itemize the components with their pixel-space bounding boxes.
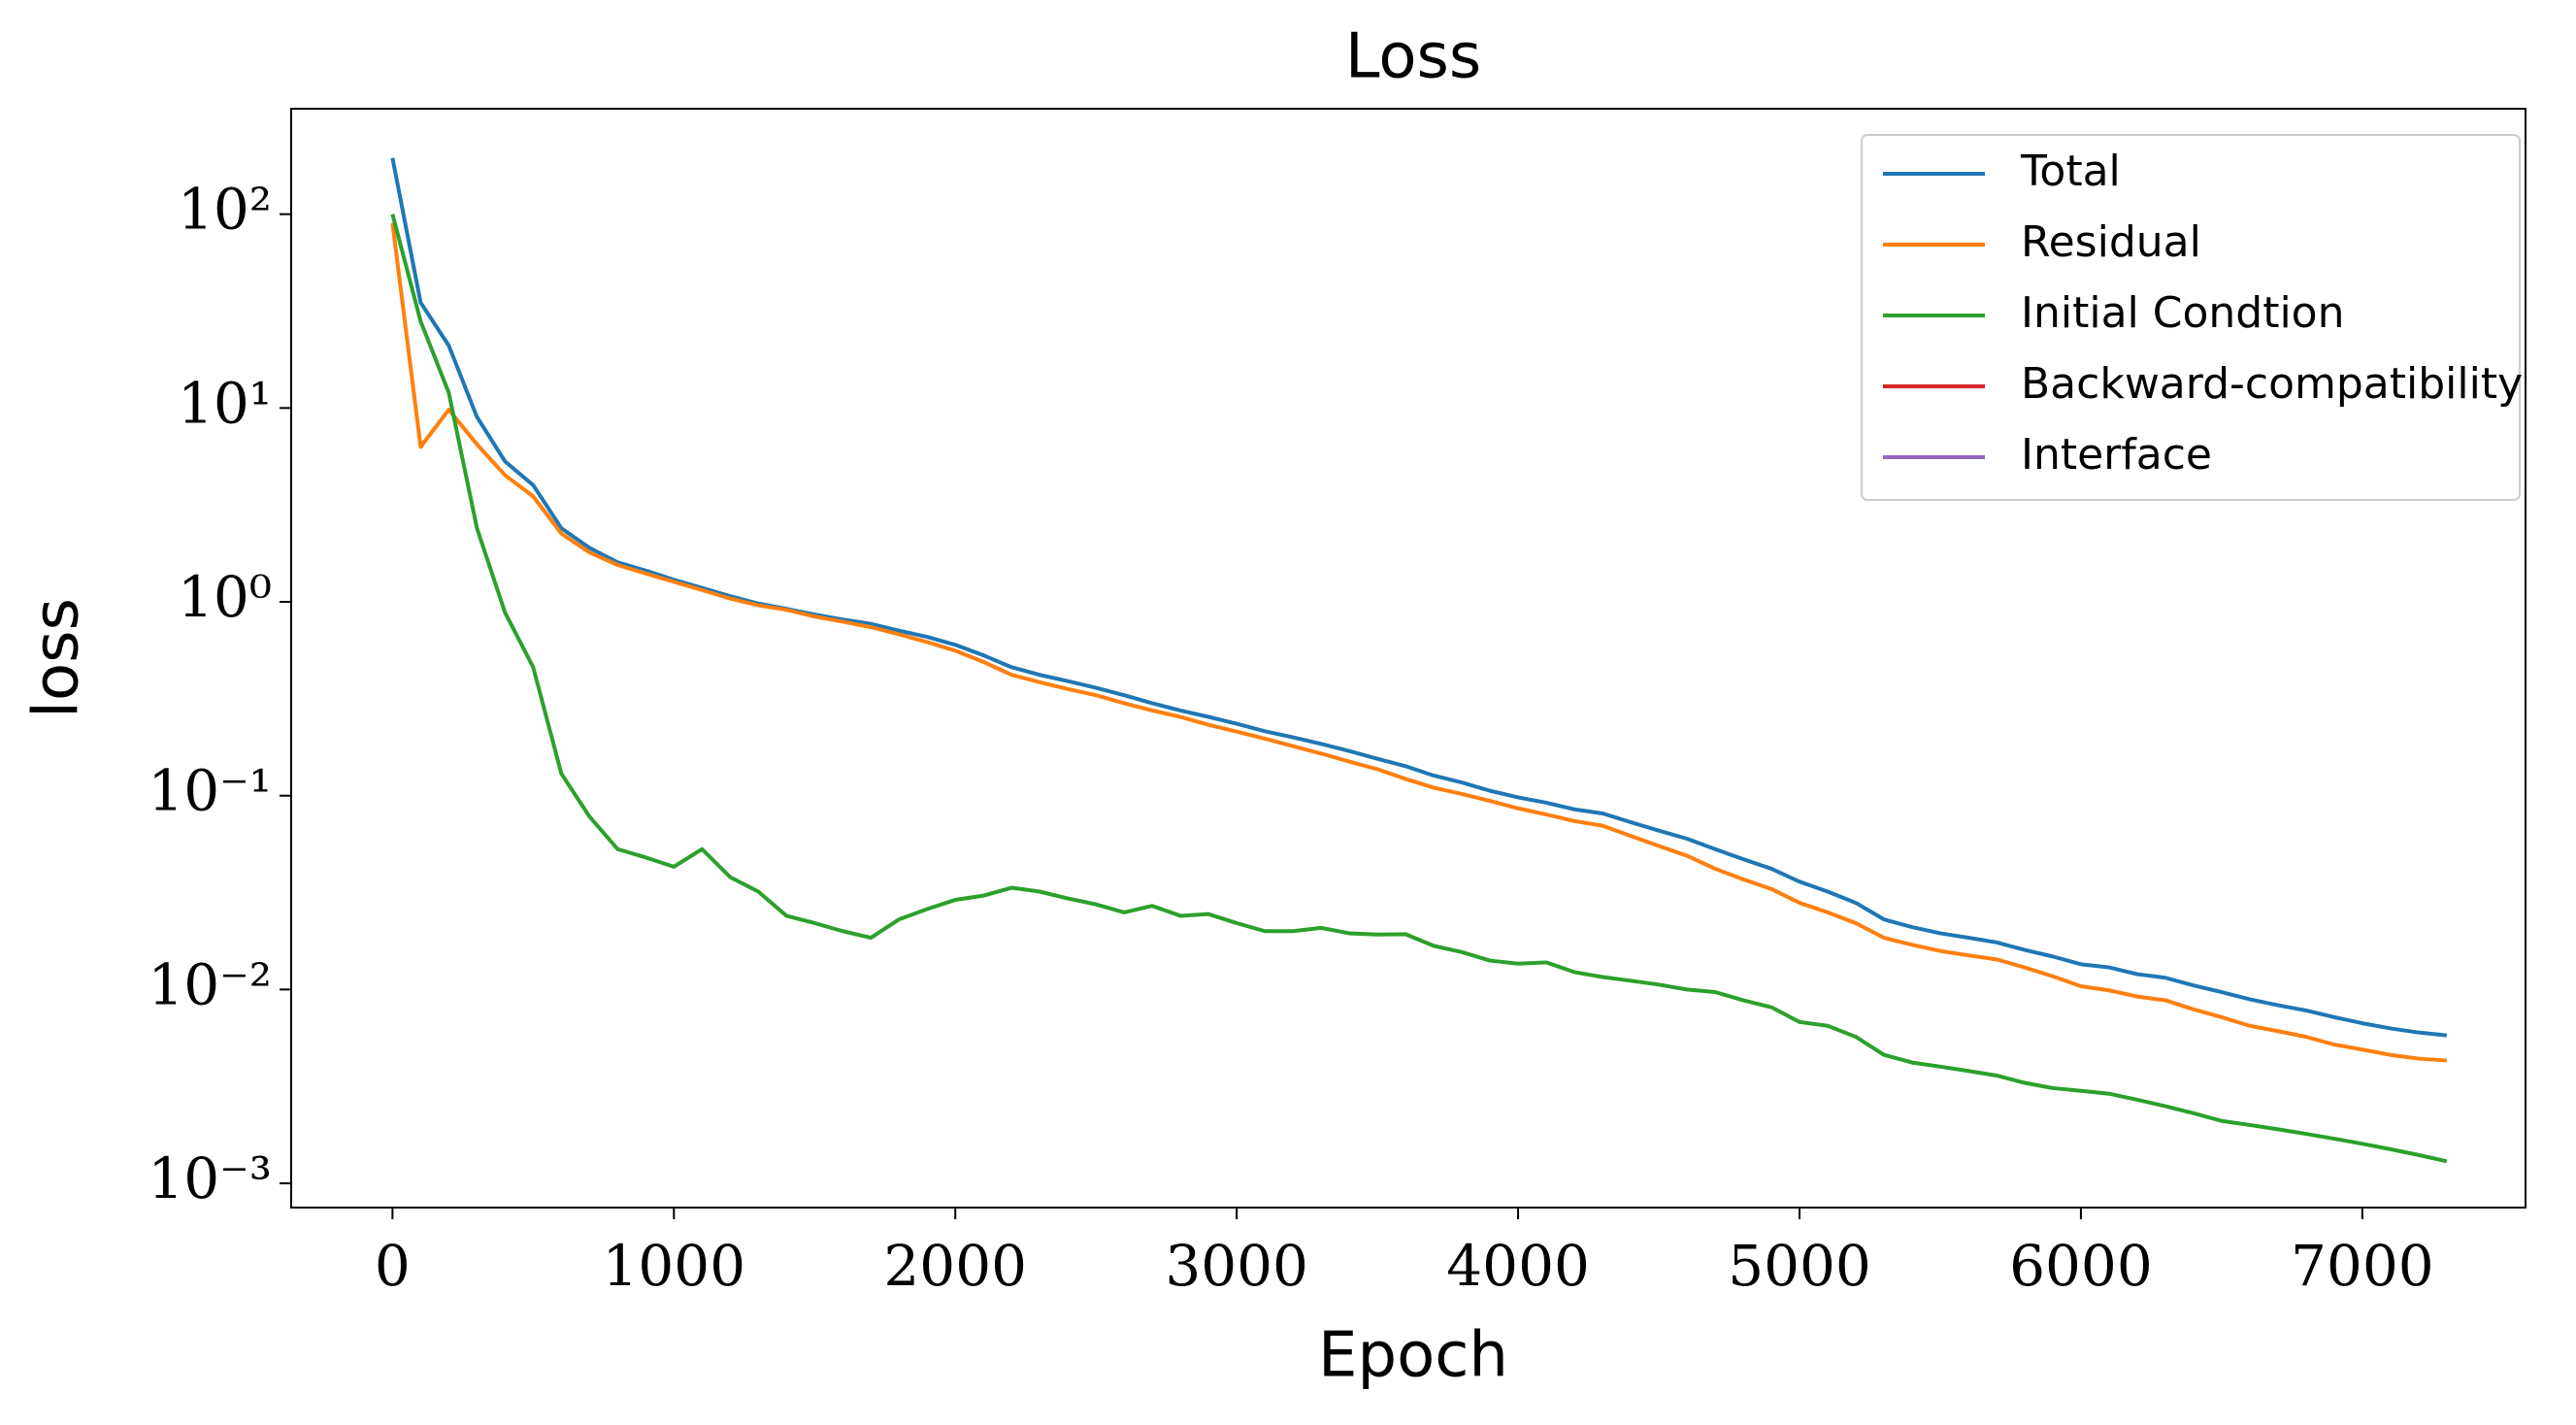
x-tick-label: 0: [375, 1233, 411, 1299]
x-tick-label: 2000: [883, 1233, 1027, 1299]
x-tick-label: 4000: [1446, 1233, 1590, 1299]
y-axis-label: loss: [21, 598, 93, 718]
legend-box: [1861, 134, 2521, 501]
legend-label: Total: [2020, 147, 2121, 196]
y-tick-label: 10¹: [178, 370, 272, 436]
x-tick-label: 5000: [1728, 1233, 1871, 1299]
x-tick-label: 6000: [2009, 1233, 2153, 1299]
legend-label: Interface: [2021, 430, 2212, 480]
legend-label: Backward-compatibility: [2021, 359, 2523, 409]
series-line: [390, 214, 2448, 1164]
chart-title: Loss: [1345, 21, 1481, 93]
x-axis-label: Epoch: [1318, 1320, 1508, 1392]
y-tick-label: 10⁰: [178, 564, 272, 630]
x-tick-label: 7000: [2291, 1233, 2434, 1299]
series-line: [390, 222, 2447, 1063]
y-tick-label: 10⁻³: [148, 1145, 272, 1211]
y-tick-label: 10⁻²: [148, 951, 272, 1017]
series-line: [390, 157, 2448, 1038]
legend-label: Initial Condtion: [2021, 288, 2344, 338]
y-tick-label: 10⁻¹: [148, 758, 272, 824]
x-tick-label: 3000: [1165, 1233, 1308, 1299]
x-tick-label: 1000: [602, 1233, 745, 1299]
y-tick-label: 10²: [178, 177, 272, 243]
plot-frame: [290, 108, 2526, 1209]
legend-label: Residual: [2021, 217, 2201, 267]
